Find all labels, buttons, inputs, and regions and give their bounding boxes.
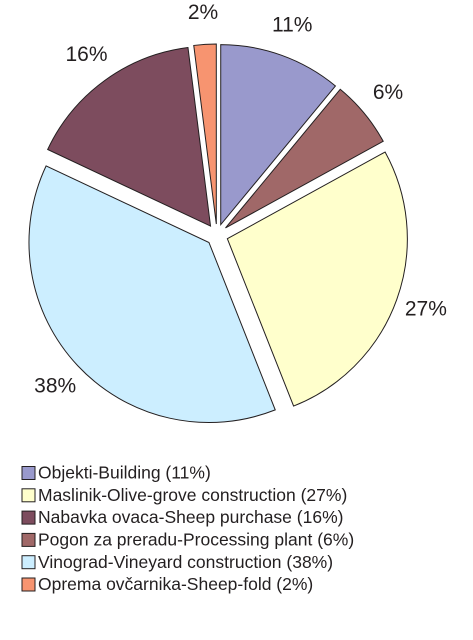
- legend-label: Pogon za preradu-Processing plant (6%): [38, 530, 354, 550]
- value-label: 38%: [34, 375, 76, 398]
- legend-swatch: [21, 466, 36, 480]
- legend-swatch: [21, 488, 36, 503]
- legend-label: Objekti-Building (11%): [38, 463, 211, 483]
- legend-label: Maslinik-Olive-grove construction (27%): [38, 485, 347, 505]
- pie-slice: [28, 165, 276, 424]
- value-label: 27%: [405, 298, 447, 321]
- pie-slice: [220, 44, 337, 227]
- value-label: 16%: [65, 43, 107, 66]
- legend-label: Vinograd-Vineyard construction (38%): [38, 552, 333, 572]
- pie-slice: [226, 151, 408, 407]
- legend-swatch: [21, 577, 36, 592]
- value-label: 6%: [373, 81, 403, 104]
- legend-swatch: [21, 510, 36, 525]
- legend-swatch: [21, 555, 36, 570]
- pie-slice: [193, 43, 217, 225]
- pie-slice: [225, 88, 384, 229]
- value-label: 2%: [188, 1, 218, 24]
- value-label: 11%: [272, 14, 312, 37]
- legend-label: Oprema ovčarnika-Sheep-fold (2%): [38, 574, 313, 594]
- legend-swatch: [21, 532, 36, 547]
- pie-slice: [46, 46, 212, 227]
- legend-label: Nabavka ovaca-Sheep purchase (16%): [38, 507, 343, 527]
